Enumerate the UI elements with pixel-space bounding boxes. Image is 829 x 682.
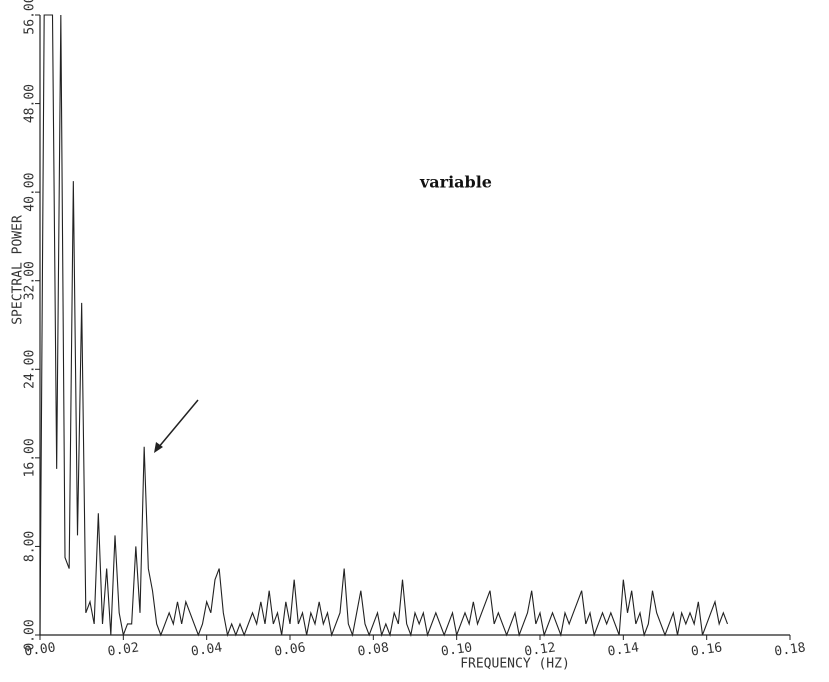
y-tick-label: 56.00 (23, 0, 38, 35)
y-axis-label: SPECTRAL POWER (11, 215, 26, 325)
spectrum-line (39, 14, 729, 638)
x-tick-label: 0.14 (607, 640, 640, 659)
y-tick-label: 48.00 (23, 84, 38, 123)
x-tick-label: 0.04 (190, 640, 223, 659)
arrow-head (154, 442, 163, 453)
annotation: variable (419, 173, 492, 192)
x-tick-label: 0.18 (773, 640, 806, 659)
arrow (157, 399, 199, 449)
x-tick-label: 0.16 (690, 640, 723, 659)
x-axis-label: FREQUENCY (HZ) (460, 657, 570, 672)
y-tick-label: 0.00 (23, 619, 38, 650)
x-tick-label: 0.06 (273, 640, 306, 659)
y-tick-label: 40.00 (23, 173, 38, 212)
x-tick-label: 0.10 (440, 640, 473, 659)
y-tick-label: 16.00 (23, 438, 38, 477)
x-tick-label: 0.12 (523, 640, 556, 659)
y-tick-label: 8.00 (23, 531, 38, 562)
x-tick-label: 0.02 (107, 640, 140, 659)
y-tick-label: 32.00 (23, 261, 38, 300)
x-tick-label: 0.08 (357, 640, 390, 659)
x-tick-label: 0.00 (23, 640, 56, 659)
y-tick-label: 24.00 (23, 350, 38, 389)
